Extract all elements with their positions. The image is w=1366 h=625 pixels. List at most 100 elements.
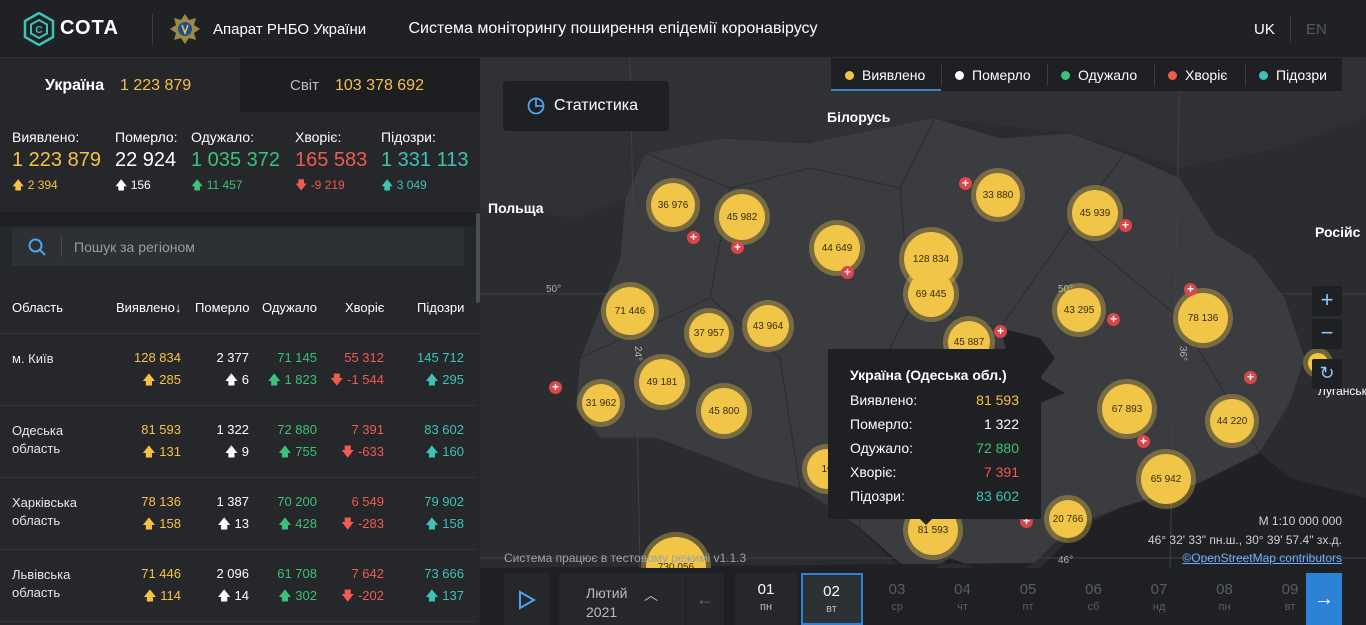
stat-value: 165 583 xyxy=(295,149,368,171)
reset-view-button[interactable]: ↻ xyxy=(1312,359,1342,389)
hospital-icon[interactable]: + xyxy=(687,231,700,244)
legend-sick[interactable]: Хворіє xyxy=(1168,67,1227,83)
hospital-icon[interactable]: + xyxy=(1137,435,1150,448)
col-suspected[interactable]: Підозри xyxy=(417,300,465,315)
rnbo-emblem-icon xyxy=(170,14,200,44)
day-weekday: ср xyxy=(891,601,903,613)
col-died[interactable]: Померло xyxy=(195,300,250,315)
case-cluster[interactable]: 31 962 xyxy=(582,384,620,422)
col-sick[interactable]: Хворіє xyxy=(345,300,385,315)
cell-sick: 7 391 xyxy=(351,422,384,437)
table-row[interactable]: Львівська область 71 446 🡅 114 2 096 🡅 14 61 … xyxy=(0,550,476,622)
day-08[interactable]: 08 пн xyxy=(1194,573,1256,625)
case-cluster[interactable]: 65 942 xyxy=(1141,454,1191,504)
day-weekday: пт xyxy=(1022,601,1034,613)
next-day-button[interactable]: → xyxy=(1306,573,1342,625)
legend-divider xyxy=(1245,64,1246,86)
cell-detected-delta: 131 xyxy=(159,444,181,459)
stat-label: Померло: xyxy=(115,129,178,145)
case-cluster[interactable]: 45 982 xyxy=(719,194,765,240)
day-02[interactable]: 02 вт xyxy=(800,573,863,625)
search-input[interactable]: Пошук за регіоном xyxy=(12,228,464,266)
day-06[interactable]: 06 сб xyxy=(1063,573,1125,625)
hospital-icon[interactable]: + xyxy=(994,325,1007,338)
table-row[interactable]: м. Київ 128 834 🡅 285 2 377 🡅 6 71 145 🡅 1 823… xyxy=(0,334,476,406)
hospital-icon[interactable]: + xyxy=(959,177,972,190)
case-cluster[interactable]: 45 800 xyxy=(701,388,747,434)
prev-day-button[interactable]: ← xyxy=(686,573,724,625)
case-cluster[interactable]: 20 766 xyxy=(1049,500,1087,538)
day-05[interactable]: 05 пт xyxy=(997,573,1059,625)
cell-sick: 55 312 xyxy=(344,350,384,365)
case-cluster[interactable]: 67 893 xyxy=(1102,384,1152,434)
table-row[interactable]: Харківська область 78 136 🡅 158 1 387 🡅 13 70… xyxy=(0,478,476,550)
cell-died-delta: 9 xyxy=(241,444,249,459)
play-icon xyxy=(519,590,536,610)
hospital-icon[interactable]: + xyxy=(1119,219,1132,232)
table-row[interactable]: Одеська область 81 593 🡅 131 1 322 🡅 9 72 880… xyxy=(0,406,476,478)
zoom-in-button[interactable]: + xyxy=(1312,286,1342,316)
grid-label-lat: 50° xyxy=(546,284,562,295)
tooltip-label: Хворіє: xyxy=(850,464,897,480)
legend-suspected[interactable]: Підозри xyxy=(1259,67,1327,83)
case-cluster[interactable]: 49 181 xyxy=(639,359,685,405)
hospital-icon[interactable]: + xyxy=(731,241,744,254)
col-recovered[interactable]: Одужало xyxy=(262,300,317,315)
legend-died[interactable]: Померло xyxy=(955,67,1031,83)
tab-world[interactable]: Світ 103 378 692 xyxy=(240,58,480,112)
cell-detected-delta: 285 xyxy=(159,372,181,387)
lang-divider xyxy=(1290,16,1291,42)
case-cluster[interactable]: 36 976 xyxy=(651,183,695,227)
statistics-button[interactable]: Статистика xyxy=(503,81,669,131)
cell-died: 2 096 xyxy=(216,566,249,581)
case-cluster[interactable]: 33 880 xyxy=(976,173,1020,217)
case-cluster[interactable]: 78 136 xyxy=(1178,293,1228,343)
col-region[interactable]: Область xyxy=(12,300,64,315)
lang-en-button[interactable]: EN xyxy=(1306,21,1327,38)
map-area[interactable]: Білорусь Польща Російс Луганськ 50° 50° … xyxy=(480,58,1366,625)
lang-uk-button[interactable]: UK xyxy=(1254,21,1275,38)
case-cluster[interactable]: 128 834 xyxy=(904,232,958,286)
case-cluster[interactable]: 43 295 xyxy=(1057,288,1101,332)
hospital-icon[interactable]: + xyxy=(1244,371,1257,384)
day-04[interactable]: 04 чт xyxy=(932,573,994,625)
case-cluster[interactable]: 69 445 xyxy=(908,271,954,317)
arrow-up-icon: 🡅 xyxy=(142,444,156,459)
stat-suspected: Підозри: 1 331 113 🡅 3 049 xyxy=(381,129,469,197)
legend-divider xyxy=(1154,64,1155,86)
cell-detected-delta: 114 xyxy=(160,588,181,603)
case-cluster[interactable]: 43 964 xyxy=(747,305,789,347)
tooltip-arrow xyxy=(918,517,934,525)
hospital-icon[interactable]: + xyxy=(549,381,562,394)
col-detected[interactable]: Виявлено↓ xyxy=(116,300,181,315)
statistics-button-label: Статистика xyxy=(554,97,639,114)
month-selector[interactable]: Лютий 2021 ︿ xyxy=(559,573,685,625)
case-cluster[interactable]: 71 446 xyxy=(606,287,654,335)
cell-sick-delta: -1 544 xyxy=(347,372,384,387)
cell-suspected: 79 902 xyxy=(424,494,464,509)
day-weekday: нд xyxy=(1152,601,1166,613)
cell-detected: 128 834 xyxy=(134,350,181,365)
legend-detected[interactable]: Виявлено xyxy=(845,67,925,83)
day-01[interactable]: 01 пн xyxy=(735,573,797,625)
day-03[interactable]: 03 ср xyxy=(866,573,928,625)
case-cluster[interactable]: 45 939 xyxy=(1072,190,1118,236)
play-button[interactable] xyxy=(504,573,550,625)
cell-detected: 71 446 xyxy=(141,566,181,581)
legend-recovered[interactable]: Одужало xyxy=(1061,67,1137,83)
stat-recovered: Одужало: 1 035 372 🡅 11 457 xyxy=(191,129,280,197)
case-cluster[interactable]: 44 220 xyxy=(1210,399,1254,443)
zoom-out-button[interactable]: − xyxy=(1312,319,1342,349)
case-cluster[interactable]: 37 957 xyxy=(689,313,729,353)
hospital-icon[interactable]: + xyxy=(1184,283,1197,296)
legend-label: Одужало xyxy=(1078,67,1138,83)
tooltip-value: 1 322 xyxy=(983,416,1019,432)
hospital-icon[interactable]: + xyxy=(1107,313,1120,326)
day-09[interactable]: 09 вт xyxy=(1259,573,1321,625)
scrollbar[interactable] xyxy=(476,213,480,303)
tab-ukraine[interactable]: Україна 1 223 879 xyxy=(0,58,240,112)
day-07[interactable]: 07 нд xyxy=(1128,573,1190,625)
hospital-icon[interactable]: + xyxy=(841,266,854,279)
case-cluster[interactable]: 44 649 xyxy=(814,225,860,271)
osm-attribution-link[interactable]: ©OpenStreetMap contributors xyxy=(1182,551,1342,565)
